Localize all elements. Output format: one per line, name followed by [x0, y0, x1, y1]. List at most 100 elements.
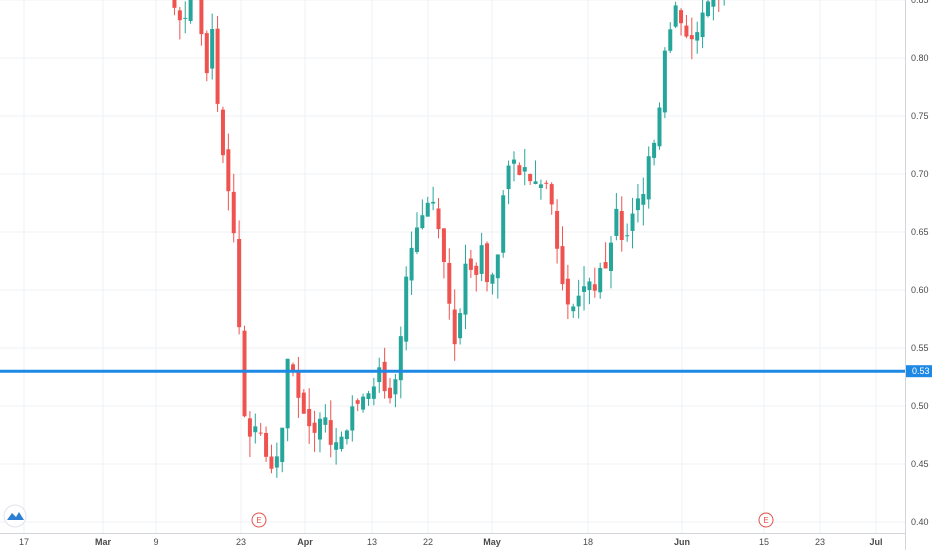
- y-tick-label: 0.50: [911, 401, 929, 411]
- candle-body: [506, 165, 511, 190]
- candle-body: [247, 418, 252, 437]
- x-tick-label: 18: [583, 537, 593, 547]
- candle-body: [522, 167, 527, 172]
- candle-body: [177, 10, 182, 21]
- candle-body: [291, 364, 296, 370]
- earnings-marker-label: E: [763, 516, 768, 525]
- candle-body: [398, 336, 403, 381]
- candle-body: [625, 235, 630, 237]
- candle-body: [463, 263, 468, 315]
- candle-body: [646, 156, 651, 200]
- x-tick-label: May: [483, 537, 501, 547]
- candle-body: [344, 430, 349, 440]
- earnings-marker[interactable]: E: [758, 512, 774, 528]
- y-tick-label: 0.80: [911, 53, 929, 63]
- earnings-marker[interactable]: E: [251, 512, 267, 528]
- y-tick-label: 0.55: [911, 343, 929, 353]
- y-tick-label: 0.75: [911, 111, 929, 121]
- y-tick-label: 0.85: [911, 0, 929, 5]
- candle-body: [172, 0, 177, 8]
- candle-body: [242, 330, 247, 417]
- candle-body: [339, 436, 344, 450]
- candle-body: [301, 392, 306, 414]
- candle-body: [657, 107, 662, 147]
- candle-body: [183, 17, 188, 19]
- x-tick-label: Jun: [674, 537, 690, 547]
- candle-body: [425, 202, 430, 217]
- x-tick-label: 22: [423, 537, 433, 547]
- x-tick-label: Apr: [297, 537, 313, 547]
- candle-body: [355, 400, 360, 404]
- candle-body: [414, 227, 419, 253]
- candle-body: [495, 254, 500, 279]
- candle-body: [253, 426, 258, 433]
- chart-grid: [0, 0, 905, 533]
- candle-body: [695, 32, 700, 41]
- price-axis: 0.40 0.45 0.50 0.55 0.60 0.65 0.70 0.75 0.80 0.85…: [905, 0, 929, 550]
- x-tick-label: 15: [759, 537, 769, 547]
- candle-body: [323, 417, 328, 425]
- candle-body: [528, 173, 533, 182]
- candle-body: [452, 309, 457, 345]
- candle-body: [393, 379, 398, 395]
- candle-body: [468, 258, 473, 270]
- candle-body: [210, 29, 215, 69]
- candle-body: [544, 182, 549, 184]
- candle-body: [431, 201, 436, 204]
- candle-body: [511, 159, 516, 164]
- candle-body: [409, 247, 414, 281]
- candle-body: [479, 245, 484, 274]
- candle-body: [533, 181, 538, 185]
- candle-body: [264, 432, 269, 457]
- candle-body: [447, 262, 452, 304]
- candle-body: [220, 109, 225, 156]
- candle-body: [188, 0, 193, 21]
- candle-body: [587, 281, 592, 291]
- candle-body: [630, 213, 635, 231]
- candle-body: [258, 432, 263, 434]
- candle-body: [490, 274, 495, 284]
- candle-body: [555, 210, 560, 249]
- y-tick-label: 0.60: [911, 285, 929, 295]
- earnings-marker-label: E: [256, 516, 261, 525]
- y-tick-label: 0.65: [911, 227, 929, 237]
- candle-body: [317, 418, 322, 440]
- candle-body: [285, 358, 290, 429]
- candle-body: [603, 262, 608, 269]
- x-tick-label: 9: [153, 537, 158, 547]
- candle-body: [517, 165, 522, 176]
- x-tick-label: Jul: [869, 537, 882, 547]
- candle-body: [576, 295, 581, 307]
- candle-body: [652, 142, 657, 158]
- candlestick-series: [172, 0, 725, 478]
- candle-body: [328, 420, 333, 445]
- candle-body: [226, 149, 231, 192]
- candle-body: [237, 238, 242, 328]
- candle-body: [334, 442, 339, 450]
- candle-body: [700, 12, 705, 38]
- candle-body: [684, 25, 689, 37]
- candle-body: [215, 28, 220, 104]
- candle-body: [635, 198, 640, 211]
- x-tick-label: 23: [236, 537, 246, 547]
- candle-body: [274, 456, 279, 468]
- y-tick-label: 0.70: [911, 169, 929, 179]
- candle-body: [689, 35, 694, 40]
- candle-body: [614, 208, 619, 236]
- candle-body: [501, 195, 506, 253]
- candle-body: [538, 184, 543, 188]
- candle-body: [420, 215, 425, 229]
- candle-body: [560, 246, 565, 285]
- candle-body: [673, 5, 678, 27]
- candle-body: [565, 278, 570, 305]
- candle-body: [307, 408, 312, 427]
- candle-body: [705, 1, 710, 17]
- y-tick-label: 0.45: [911, 459, 929, 469]
- candle-body: [592, 284, 597, 291]
- time-axis: 17 Mar 9 23 Apr 13 22 May 18 Jun 15 23 Jul: [0, 533, 905, 547]
- support-price-label: 0.53: [912, 366, 930, 376]
- candle-body: [474, 265, 479, 275]
- candle-body: [485, 243, 490, 283]
- candle-body: [662, 50, 667, 113]
